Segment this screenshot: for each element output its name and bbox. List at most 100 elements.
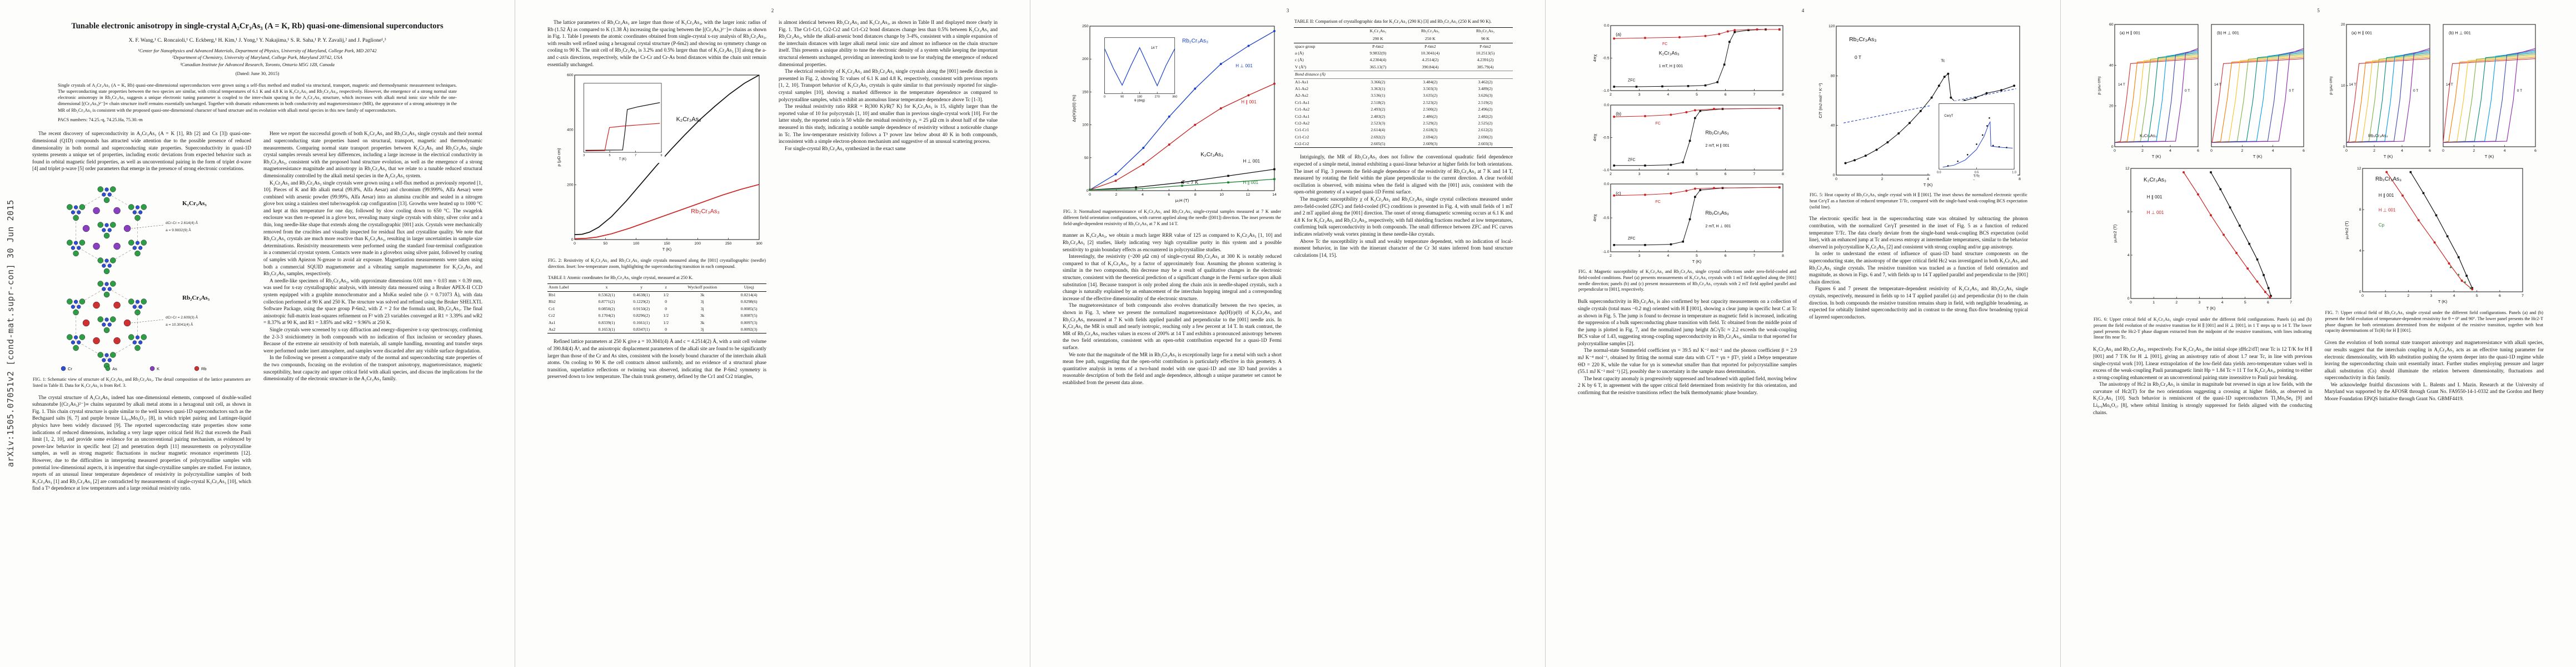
figure-5-heat-capacity-plot: 0246804080120T (K)C/T (mJ mol⁻¹ K⁻²)Rb₂C… [1809, 23, 2028, 190]
svg-text:θ (deg): θ (deg) [1134, 99, 1145, 102]
svg-text:0: 0 [571, 238, 574, 242]
svg-text:2: 2 [2141, 149, 2144, 153]
svg-text:2: 2 [2176, 301, 2178, 305]
svg-text:4: 4 [1667, 93, 1669, 97]
author-list: X. F. Wang,¹ C. Roncaioli,¹ C. Eckberg,¹… [128, 37, 386, 44]
svg-text:μ₀Hc2 (T): μ₀Hc2 (T) [2344, 221, 2349, 239]
svg-text:0: 0 [2345, 149, 2348, 153]
svg-text:T/Tc: T/Tc [1974, 175, 1980, 178]
svg-text:4πχ: 4πχ [1592, 54, 1597, 62]
svg-text:6: 6 [2534, 149, 2537, 153]
svg-text:-0.5: -0.5 [1603, 57, 1610, 61]
svg-text:4: 4 [1142, 193, 1144, 197]
body-paragraph: Here we report the successful growth of … [263, 131, 482, 178]
svg-text:T (K): T (K) [2484, 154, 2494, 159]
figure-2-caption: FIG. 2: Resistivity of K₂Cr₃As₃ and Rb₂C… [548, 258, 766, 269]
svg-text:2: 2 [2407, 294, 2409, 298]
svg-text:14 T: 14 T [2446, 83, 2453, 87]
svg-text:T (K): T (K) [2152, 154, 2161, 159]
page-1: arXiv:1505.07051v2 [cond-mat.supr-con] 3… [0, 0, 515, 667]
svg-text:4πχ: 4πχ [1592, 214, 1597, 221]
svg-text:ρ (μΩ cm): ρ (μΩ cm) [2330, 76, 2333, 95]
figure-3-magnetoresistance-plot: 0 2 4 6 8 10 12 14 0 50 100 150 200 250 μ₀H (T) Δρ(H)/ρ… [1063, 23, 1282, 206]
svg-text:8: 8 [1782, 254, 1784, 258]
svg-text:ZFC: ZFC [1628, 237, 1636, 241]
figure-3-caption: FIG. 3: Normalized magnetoresistance of … [1063, 209, 1281, 226]
svg-text:2: 2 [1610, 93, 1612, 97]
body-paragraph: The magnetoresistance of both compounds … [1063, 302, 1282, 350]
figure-6c-hc2-phase-diagram: 0 1 2 3 4 5 6 7 0 4 8 12 T (K) μ₀Hc2 (T) K₂Cr₃As₃ H ∥ 0… [2093, 165, 2313, 314]
svg-text:120: 120 [1828, 24, 1835, 28]
svg-text:H ⊥ 001: H ⊥ 001 [1243, 159, 1260, 164]
svg-text:-0.5: -0.5 [1603, 136, 1610, 140]
svg-text:Ce/γT: Ce/γT [1944, 115, 1953, 118]
svg-text:2: 2 [2473, 149, 2475, 153]
svg-text:6: 6 [2267, 301, 2269, 305]
svg-text:80: 80 [1831, 74, 1835, 78]
svg-text:0.0: 0.0 [1604, 24, 1610, 28]
figure-7b-resistive-transitions: 0 2 4 6 T (K) (b) H ⊥ 001 14 T 0 T [2435, 21, 2539, 161]
figure-5-caption: FIG. 5: Heat capacity of Rb₂Cr₃As₃ singl… [1810, 192, 2027, 210]
svg-text:6: 6 [1725, 254, 1727, 258]
svg-text:100: 100 [1082, 123, 1089, 127]
svg-text:6: 6 [2303, 149, 2305, 153]
svg-text:5: 5 [609, 154, 611, 157]
svg-text:270: 270 [1155, 95, 1160, 98]
svg-text:12: 12 [2125, 167, 2130, 171]
svg-text:H ∥ 001: H ∥ 001 [2379, 193, 2394, 198]
svg-text:0: 0 [2442, 149, 2444, 153]
svg-text:K: K [157, 366, 160, 371]
affiliation-1: ¹Center for Nanophysics and Advanced Mat… [138, 47, 377, 53]
svg-text:μ₀Hc2 (T): μ₀Hc2 (T) [2112, 224, 2117, 242]
svg-text:ZFC: ZFC [1628, 158, 1636, 162]
svg-text:8: 8 [2127, 210, 2130, 214]
figure-2-resistivity-plot: 0 50 100 150 200 250 300 0 200 400 600 T (K) ρ (μΩ c… [547, 72, 766, 255]
figure-4-caption: FIG. 4: Magnetic susceptibility of K₂Cr₃… [1578, 269, 1796, 292]
column-right: Here we report the successful growth of … [263, 130, 482, 382]
svg-text:2: 2 [2241, 149, 2244, 153]
svg-text:14: 14 [1272, 193, 1277, 197]
table-1-title: TABLE I: Atomic coordinates for Rb₂Cr₃As… [548, 275, 693, 280]
svg-text:(a) H ∥ 001: (a) H ∥ 001 [2351, 31, 2372, 36]
svg-text:0: 0 [2343, 145, 2345, 149]
svg-text:60: 60 [2109, 23, 2114, 27]
svg-text:0: 0 [2359, 290, 2361, 294]
svg-text:5: 5 [1696, 254, 1698, 258]
svg-text:1.0: 1.0 [2012, 171, 2016, 174]
svg-text:-1.0: -1.0 [1603, 168, 1610, 172]
body-paragraph: The electrical resistivity of K₂Cr₃As₃ a… [779, 68, 998, 102]
page-number: 5 [2317, 8, 2320, 13]
body-paragraph: The magnetic susceptibility χ of K₂Cr₃As… [1294, 196, 1513, 237]
body-paragraph: We acknowledge fruitful discussions with… [2324, 381, 2544, 402]
svg-text:0.0: 0.0 [1604, 182, 1610, 186]
svg-text:3: 3 [1638, 93, 1641, 97]
svg-text:20: 20 [2109, 104, 2114, 108]
svg-text:(c): (c) [1616, 191, 1621, 196]
svg-text:5: 5 [1696, 172, 1698, 176]
svg-text:8: 8 [1194, 193, 1197, 197]
arxiv-watermark: arXiv:1505.07051v2 [cond-mat.supr-con] 3… [3, 61, 18, 606]
svg-text:7: 7 [1753, 93, 1755, 97]
svg-text:20: 20 [2341, 23, 2345, 27]
svg-text:0: 0 [1835, 177, 1837, 181]
svg-text:300: 300 [756, 242, 763, 246]
column-left: The lattice parameters of Rb₂Cr₃As₃ are … [547, 19, 766, 380]
svg-text:H ∥ 001: H ∥ 001 [2147, 195, 2163, 200]
svg-text:K₂Cr₃As₃: K₂Cr₃As₃ [182, 200, 207, 207]
svg-text:1: 1 [2153, 301, 2155, 305]
svg-text:2: 2 [1610, 254, 1612, 258]
svg-text:0: 0 [2210, 149, 2213, 153]
svg-text:9: 9 [661, 154, 662, 157]
svg-text:6: 6 [2429, 149, 2431, 153]
svg-text:FC: FC [1662, 42, 1667, 46]
svg-text:250: 250 [725, 242, 732, 246]
body-paragraph: The electronic specific heat in the supe… [1809, 216, 2028, 250]
body-paragraph: manner as K₂Cr₃As₃, we obtain a much lar… [1063, 232, 1282, 252]
svg-text:0: 0 [1104, 95, 1105, 98]
svg-text:H ∥ 001: H ∥ 001 [1241, 99, 1257, 104]
svg-text:ρ (μΩ cm): ρ (μΩ cm) [2098, 76, 2101, 95]
svg-text:0 T: 0 T [2517, 89, 2522, 93]
body-paragraph: Given the evolution of both normal state… [2324, 340, 2544, 381]
svg-text:14 T: 14 T [2118, 83, 2125, 87]
